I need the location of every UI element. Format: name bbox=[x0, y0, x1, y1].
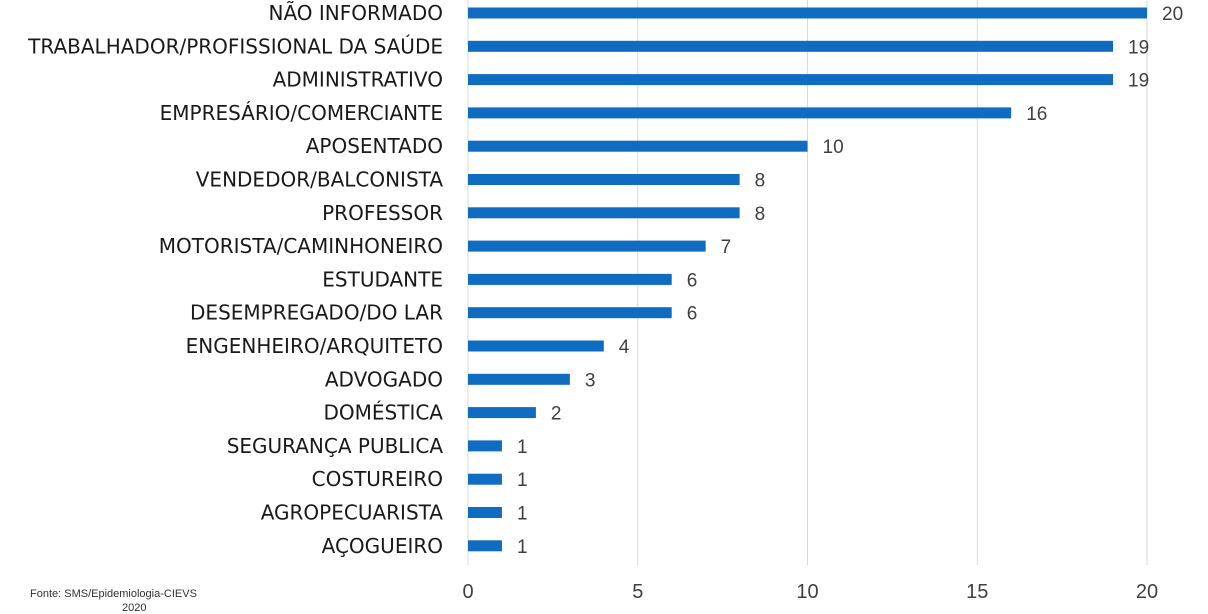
bar bbox=[468, 174, 740, 185]
category-label: NÃO INFORMADO bbox=[269, 1, 443, 25]
value-label: 20 bbox=[1162, 4, 1183, 25]
value-label: 2 bbox=[551, 404, 562, 425]
bar bbox=[468, 440, 502, 452]
category-label: ENGENHEIRO/ARQUITETO bbox=[186, 334, 443, 358]
bars bbox=[468, 7, 1147, 552]
bar bbox=[468, 7, 1147, 19]
category-label: EMPRESÁRIO/COMERCIANTE bbox=[160, 101, 443, 125]
value-label: 7 bbox=[721, 237, 732, 258]
value-label: 19 bbox=[1128, 37, 1149, 58]
category-label: APOSENTADO bbox=[306, 134, 443, 158]
bar bbox=[468, 507, 502, 518]
x-tick-label: 20 bbox=[1136, 581, 1158, 603]
bar bbox=[468, 373, 570, 385]
x-tick-label: 5 bbox=[632, 581, 643, 603]
gridlines bbox=[467, 0, 1148, 565]
category-label: AÇOGUEIRO bbox=[322, 534, 443, 558]
value-label: 8 bbox=[755, 171, 766, 192]
value-labels: 20 19 19 16 10 8 8 7 6 6 4 3 2 1 1 1 1 bbox=[517, 4, 1183, 558]
category-label: ADMINISTRATIVO bbox=[273, 68, 443, 92]
category-label: DOMÉSTICA bbox=[324, 401, 444, 425]
bar bbox=[468, 207, 740, 219]
bar bbox=[468, 140, 808, 152]
value-label: 8 bbox=[755, 204, 766, 225]
value-label: 19 bbox=[1128, 71, 1149, 92]
bar bbox=[468, 340, 604, 352]
value-label: 6 bbox=[687, 270, 698, 291]
bar bbox=[468, 240, 706, 252]
value-label: 6 bbox=[687, 304, 698, 325]
x-axis-ticks: 0 5 10 15 20 bbox=[462, 581, 1158, 603]
value-label: 1 bbox=[517, 537, 528, 558]
bar bbox=[468, 107, 1012, 119]
value-label: 4 bbox=[619, 337, 630, 358]
value-label: 16 bbox=[1026, 104, 1047, 125]
value-label: 1 bbox=[517, 437, 528, 458]
bar bbox=[468, 473, 502, 485]
bar bbox=[468, 74, 1114, 86]
value-label: 1 bbox=[517, 470, 528, 491]
category-label: AGROPECUARISTA bbox=[261, 501, 444, 525]
category-label: SEGURANÇA PUBLICA bbox=[227, 434, 444, 458]
category-label: TRABALHADOR/PROFISSIONAL DA SAÚDE bbox=[27, 34, 443, 58]
x-tick-label: 0 bbox=[462, 581, 473, 603]
category-label: COSTUREIRO bbox=[312, 467, 443, 491]
category-label: ADVOGADO bbox=[325, 367, 443, 391]
category-labels: NÃO INFORMADO TRABALHADOR/PROFISSIONAL DA… bbox=[27, 1, 443, 558]
source-note: Fonte: SMS/Epidemiologia-CIEVS bbox=[30, 588, 197, 600]
category-label: ESTUDANTE bbox=[322, 267, 443, 291]
x-tick-label: 15 bbox=[966, 581, 988, 603]
bar bbox=[468, 273, 672, 285]
category-label: VENDEDOR/BALCONISTA bbox=[196, 168, 444, 192]
bar bbox=[468, 40, 1114, 52]
value-label: 1 bbox=[517, 504, 528, 525]
category-label: MOTORISTA/CAMINHONEIRO bbox=[159, 234, 443, 258]
source-year: 2020 bbox=[122, 602, 147, 614]
x-tick-label: 10 bbox=[796, 581, 818, 603]
bar bbox=[468, 540, 502, 552]
category-label: PROFESSOR bbox=[322, 201, 443, 225]
bar bbox=[468, 307, 672, 319]
bar bbox=[468, 407, 536, 419]
value-label: 3 bbox=[585, 370, 596, 391]
category-label: DESEMPREGADO/DO LAR bbox=[190, 301, 443, 325]
value-label: 10 bbox=[823, 137, 844, 158]
